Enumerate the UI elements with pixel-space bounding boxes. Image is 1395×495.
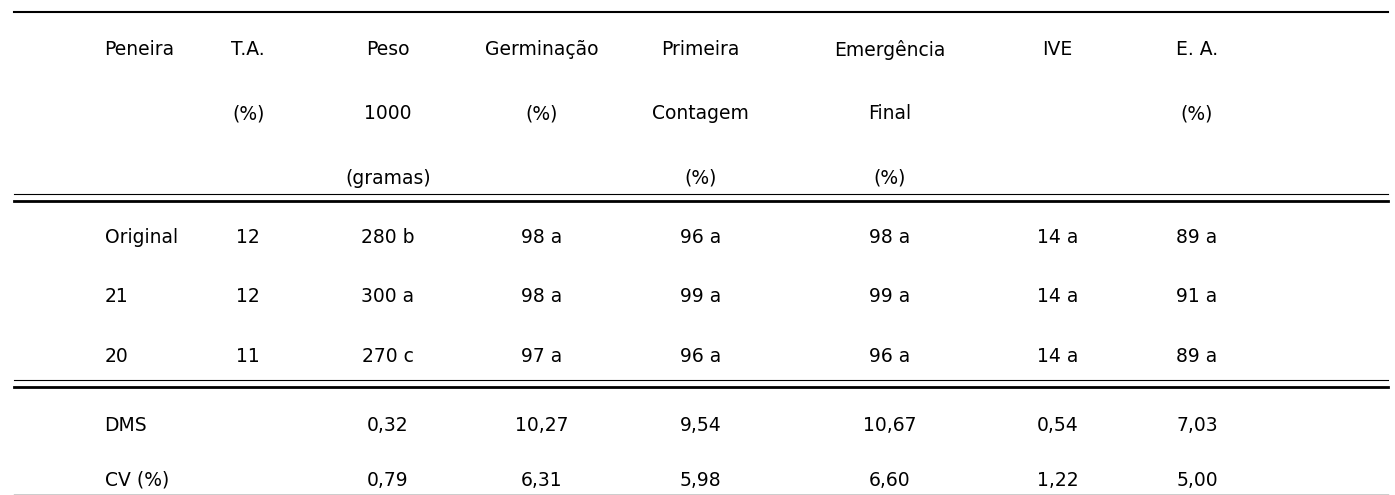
- Text: 7,03: 7,03: [1176, 416, 1218, 435]
- Text: 98 a: 98 a: [520, 228, 562, 247]
- Text: T.A.: T.A.: [232, 40, 265, 59]
- Text: E. A.: E. A.: [1176, 40, 1218, 59]
- Text: Final: Final: [869, 104, 911, 123]
- Text: 0,79: 0,79: [367, 471, 409, 490]
- Text: 98 a: 98 a: [869, 228, 911, 247]
- Text: 1000: 1000: [364, 104, 412, 123]
- Text: 99 a: 99 a: [679, 288, 721, 306]
- Text: 0,54: 0,54: [1036, 416, 1078, 435]
- Text: 280 b: 280 b: [361, 228, 414, 247]
- Text: Peso: Peso: [365, 40, 410, 59]
- Text: 1,22: 1,22: [1036, 471, 1078, 490]
- Text: Emergência: Emergência: [834, 40, 946, 59]
- Text: Original: Original: [105, 228, 177, 247]
- Text: 89 a: 89 a: [1176, 228, 1218, 247]
- Text: 14 a: 14 a: [1036, 347, 1078, 366]
- Text: 9,54: 9,54: [679, 416, 721, 435]
- Text: 270 c: 270 c: [361, 347, 414, 366]
- Text: 10,27: 10,27: [515, 416, 568, 435]
- Text: 12: 12: [236, 228, 261, 247]
- Text: 5,98: 5,98: [679, 471, 721, 490]
- Text: Primeira: Primeira: [661, 40, 739, 59]
- Text: (%): (%): [525, 104, 558, 123]
- Text: Contagem: Contagem: [651, 104, 749, 123]
- Text: (gramas): (gramas): [345, 169, 431, 188]
- Text: 21: 21: [105, 288, 128, 306]
- Text: 14 a: 14 a: [1036, 288, 1078, 306]
- Text: 91 a: 91 a: [1176, 288, 1218, 306]
- Text: 89 a: 89 a: [1176, 347, 1218, 366]
- Text: 6,60: 6,60: [869, 471, 911, 490]
- Text: 10,67: 10,67: [864, 416, 917, 435]
- Text: 11: 11: [236, 347, 261, 366]
- Text: (%): (%): [873, 169, 907, 188]
- Text: 300 a: 300 a: [361, 288, 414, 306]
- Text: 6,31: 6,31: [520, 471, 562, 490]
- Text: Germinação: Germinação: [484, 40, 598, 59]
- Text: Peneira: Peneira: [105, 40, 174, 59]
- Text: 96 a: 96 a: [869, 347, 911, 366]
- Text: CV (%): CV (%): [105, 471, 169, 490]
- Text: 0,32: 0,32: [367, 416, 409, 435]
- Text: (%): (%): [684, 169, 717, 188]
- Text: 99 a: 99 a: [869, 288, 911, 306]
- Text: 14 a: 14 a: [1036, 228, 1078, 247]
- Text: IVE: IVE: [1042, 40, 1073, 59]
- Text: 20: 20: [105, 347, 128, 366]
- Text: (%): (%): [232, 104, 265, 123]
- Text: 96 a: 96 a: [679, 228, 721, 247]
- Text: 12: 12: [236, 288, 261, 306]
- Text: 96 a: 96 a: [679, 347, 721, 366]
- Text: 97 a: 97 a: [520, 347, 562, 366]
- Text: 98 a: 98 a: [520, 288, 562, 306]
- Text: DMS: DMS: [105, 416, 148, 435]
- Text: (%): (%): [1180, 104, 1214, 123]
- Text: 5,00: 5,00: [1176, 471, 1218, 490]
